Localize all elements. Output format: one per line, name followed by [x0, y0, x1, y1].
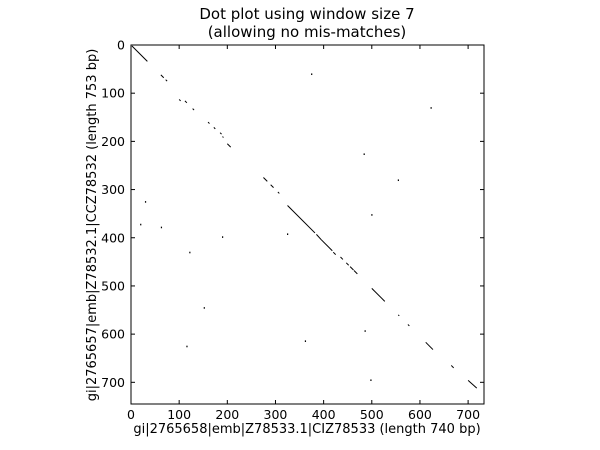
match-segment-0 [131, 45, 148, 62]
match-dot-0 [311, 73, 313, 76]
y-tick-label-1: 100 [101, 86, 125, 101]
match-segment-5 [192, 108, 195, 111]
y-tick-label-2: 200 [101, 134, 125, 149]
x-tick-label-1: 100 [167, 407, 191, 422]
match-segment-2 [165, 79, 168, 82]
x-tick-label-7: 700 [456, 407, 480, 422]
match-dot-6 [140, 223, 142, 226]
y-tick-label-4: 400 [101, 230, 125, 245]
x-tick-label-0: 0 [127, 407, 135, 422]
match-segment-24 [407, 324, 410, 327]
match-dot-13 [304, 340, 307, 342]
x-tick-label-3: 300 [264, 407, 288, 422]
match-segment-1 [160, 74, 165, 79]
chart-title-line-2: (allowing no mis-matches) [208, 23, 407, 41]
match-segment-12 [270, 184, 274, 188]
plot-frame [130, 44, 485, 405]
match-segment-23 [397, 314, 400, 317]
match-dot-9 [222, 236, 224, 238]
match-segment-20 [349, 266, 354, 271]
match-segment-9 [222, 136, 224, 138]
x-axis-ticks: 0 100 200 300 400 500 600 700 [127, 45, 480, 422]
match-dot-5 [371, 214, 373, 216]
match-segment-19 [345, 262, 350, 266]
match-segment-11 [263, 177, 268, 182]
match-segment-25 [425, 341, 434, 350]
y-tick-label-3: 300 [101, 182, 125, 197]
match-segment-18 [340, 256, 344, 260]
x-tick-label-4: 400 [312, 407, 336, 422]
x-tick-label-5: 500 [360, 407, 384, 422]
match-segment-4 [184, 100, 188, 104]
match-dot-1 [430, 107, 432, 109]
chart-title-line-1: Dot plot using window size 7 [199, 5, 414, 23]
match-segment-16 [320, 239, 333, 252]
match-dot-7 [160, 226, 163, 229]
match-segment-22 [371, 287, 386, 302]
match-dot-2 [363, 153, 365, 156]
y-tick-label-5: 500 [101, 278, 125, 293]
match-segment-10 [226, 143, 232, 148]
match-dot-12 [364, 330, 366, 332]
match-dot-15 [370, 379, 372, 382]
match-segment-8 [219, 132, 222, 135]
match-segment-3 [178, 99, 181, 102]
y-axis-ticks: 0 100 200 300 400 500 600 700 [101, 38, 484, 390]
match-dot-14 [186, 345, 188, 348]
match-segment-6 [207, 121, 210, 124]
match-dot-10 [189, 251, 191, 254]
x-tick-label-2: 200 [215, 407, 239, 422]
match-dot-3 [397, 179, 399, 182]
x-tick-label-6: 600 [408, 407, 432, 422]
match-segment-14 [287, 205, 316, 234]
y-axis-label: gi|2765657|emb|Z78532.1|CCZ78532 (length… [85, 49, 100, 402]
match-segment-27 [467, 380, 478, 389]
match-segment-17 [332, 251, 337, 255]
dot-marks [131, 45, 478, 389]
match-segment-13 [277, 191, 280, 194]
y-tick-label-7: 700 [101, 375, 125, 390]
y-tick-label-6: 600 [101, 327, 125, 342]
match-dot-8 [287, 233, 289, 235]
match-segment-15 [316, 234, 322, 241]
match-dot-11 [203, 307, 205, 309]
x-axis-label: gi|2765658|emb|Z78533.1|CIZ78533 (length… [133, 422, 480, 437]
match-segment-26 [450, 365, 455, 369]
y-tick-label-0: 0 [117, 38, 125, 53]
match-segment-21 [353, 270, 358, 275]
plot-area [130, 44, 485, 405]
match-dot-4 [144, 201, 147, 203]
chart-title: Dot plot using window size 7 (allowing n… [199, 5, 414, 41]
match-segment-7 [213, 127, 216, 130]
